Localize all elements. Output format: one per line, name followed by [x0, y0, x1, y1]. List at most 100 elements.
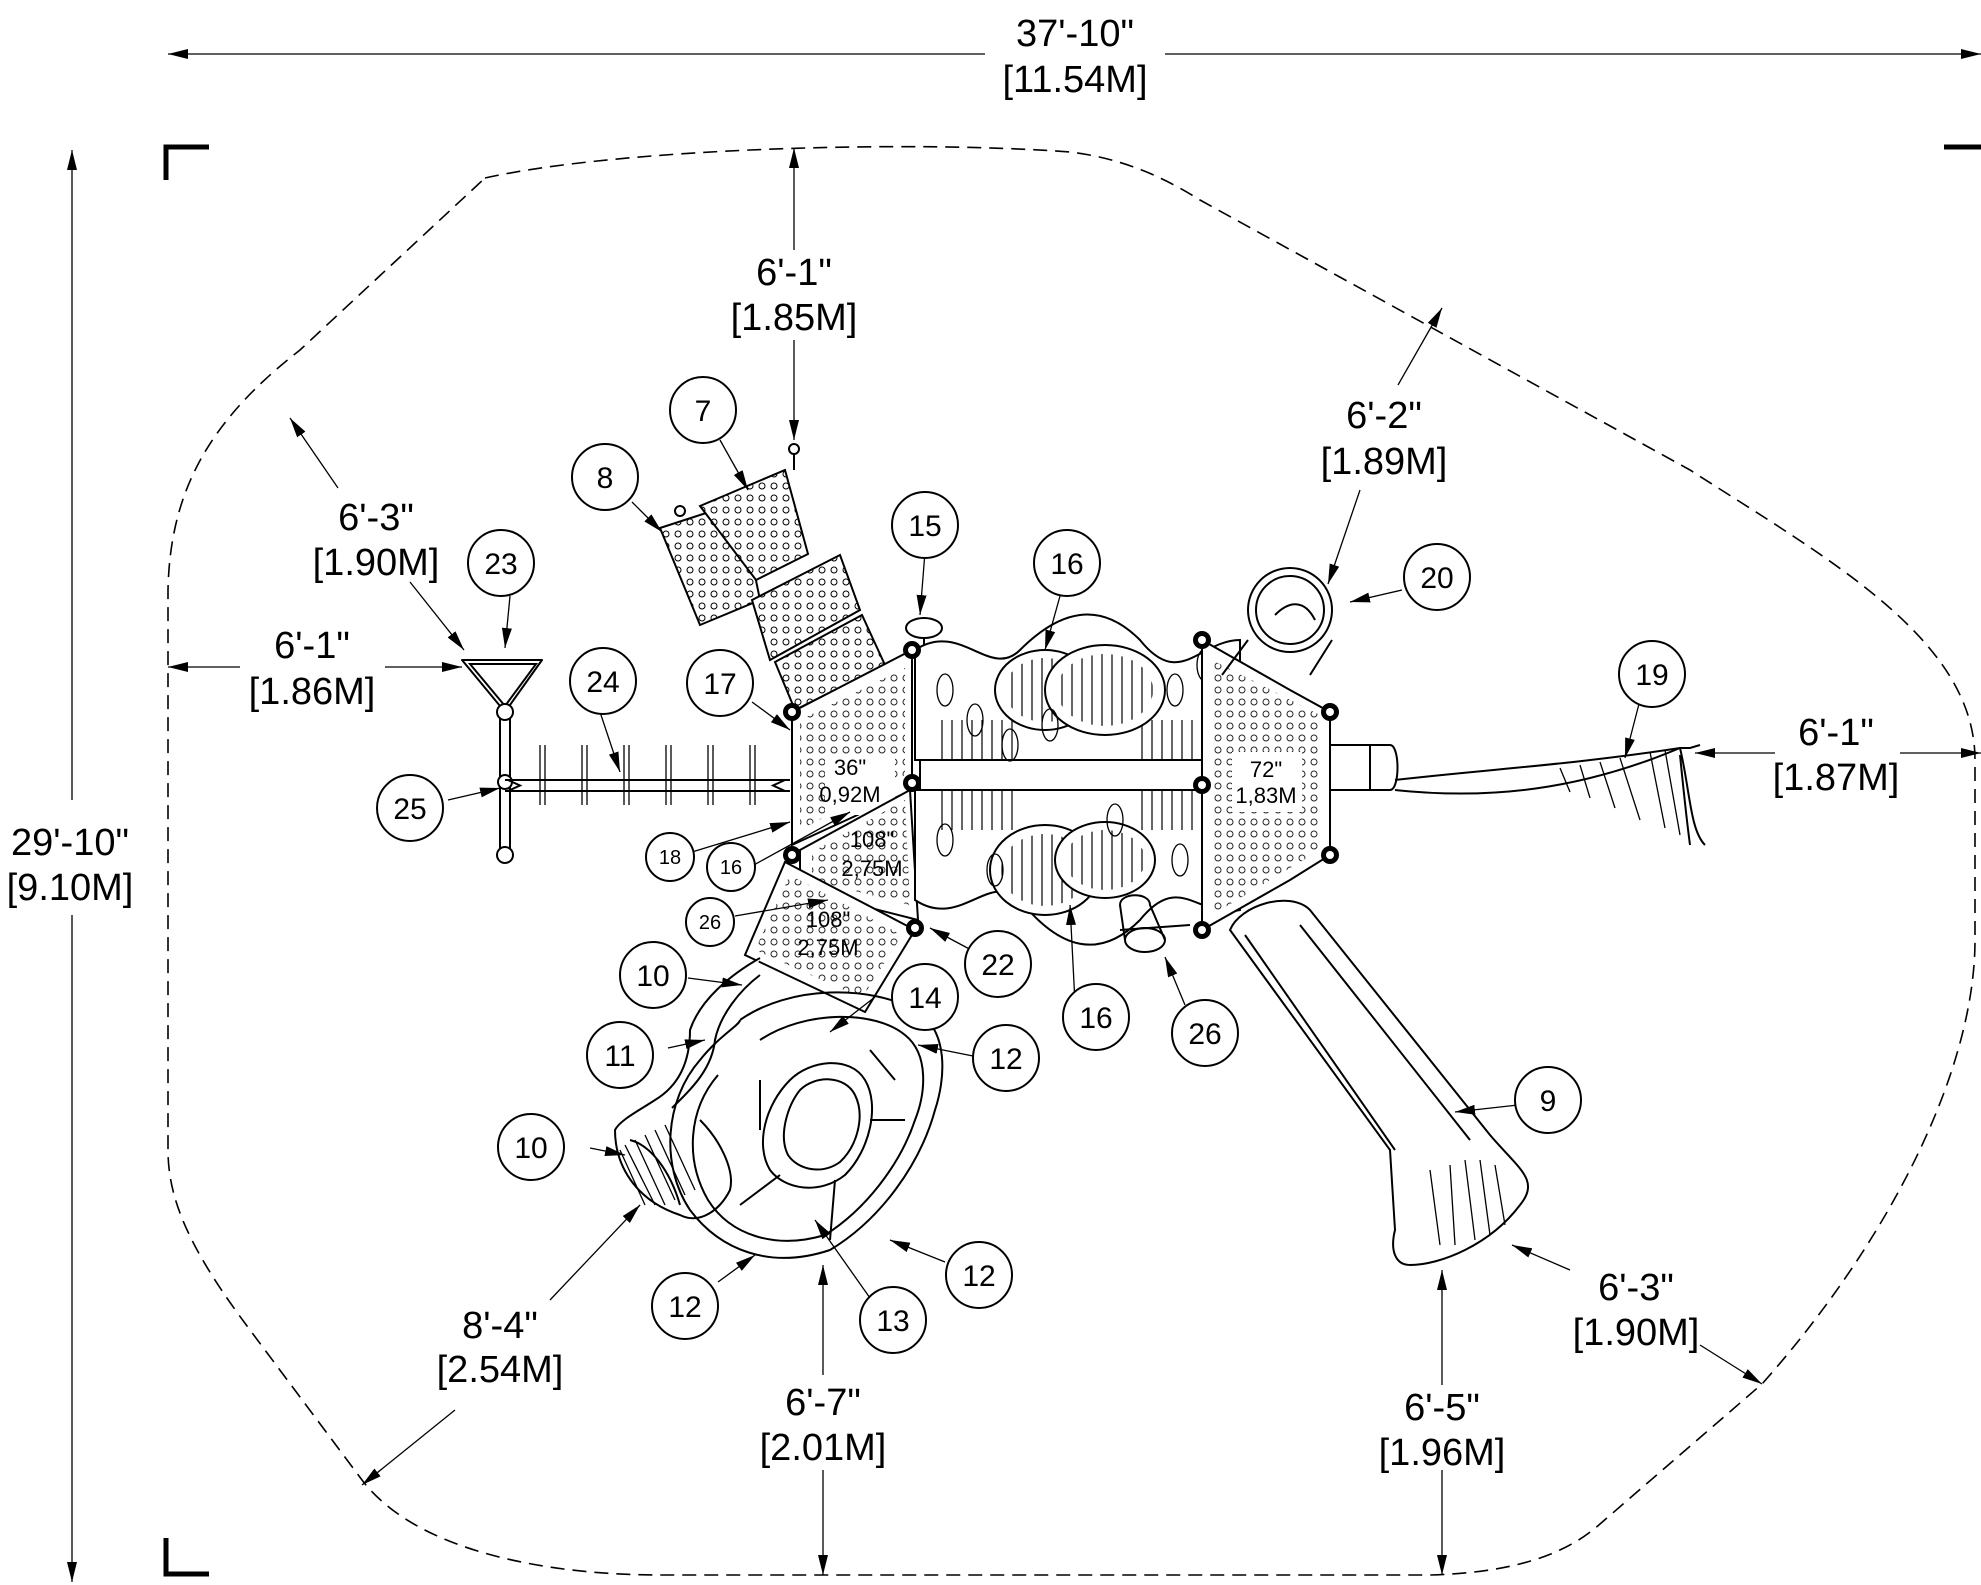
svg-text:13: 13 [876, 1305, 909, 1338]
callout-23: 23 [467, 529, 535, 597]
overall-height-dimension: 29'-10" [9.10M] [7, 150, 134, 1582]
svg-text:17: 17 [703, 668, 736, 701]
bottom-clearance-metric: [2.01M] [760, 1427, 887, 1469]
right-clearance-dimension: 6'-1" [1.87M] [1695, 712, 1981, 799]
tunnel-bridge [914, 613, 1241, 946]
svg-text:14: 14 [908, 982, 941, 1015]
callout-24: 24 [569, 647, 637, 715]
svg-text:10: 10 [514, 1132, 547, 1165]
spiral-slide [613, 957, 944, 1259]
svg-text:26: 26 [1188, 1018, 1221, 1051]
callout-13: 13 [859, 1286, 927, 1354]
lower-left-clearance-metric: [2.54M] [437, 1349, 564, 1391]
deck-108-lower-height-imperial: 108" [806, 907, 851, 932]
svg-text:18: 18 [659, 847, 681, 869]
climbing-panels [658, 443, 887, 712]
callout-12-lower-left: 12 [651, 1272, 719, 1340]
svg-text:23: 23 [484, 548, 517, 581]
callout-11: 11 [586, 1021, 654, 1089]
right-clearance-metric: [1.87M] [1773, 757, 1900, 799]
svg-text:8: 8 [597, 462, 614, 495]
right-clearance-imperial: 6'-1" [1798, 712, 1874, 754]
lower-right-clearance-metric: [1.90M] [1573, 1312, 1700, 1354]
overall-height-metric: [9.10M] [7, 867, 134, 909]
svg-text:15: 15 [908, 510, 941, 543]
callout-18: 18 [645, 832, 695, 882]
callout-8: 8 [571, 443, 639, 511]
horizontal-ladder [505, 745, 790, 805]
callout-16-small: 16 [706, 842, 756, 892]
talk-tube-pod [1118, 894, 1191, 953]
callout-16-bottom: 16 [1062, 983, 1130, 1051]
overall-width-imperial: 37'-10" [1016, 13, 1134, 55]
svg-text:7: 7 [695, 395, 712, 428]
use-zone-boundary [167, 145, 1976, 1576]
deck-36-height-imperial: 36" [834, 755, 866, 780]
overall-height-imperial: 29'-10" [11, 822, 129, 864]
upper-right-clearance-imperial: 6'-2" [1346, 395, 1422, 437]
svg-text:24: 24 [586, 666, 619, 699]
straight-slide [1228, 899, 1530, 1267]
deck-72in: 72" 1,83M [1201, 638, 1331, 932]
upper-right-clearance-metric: [1.89M] [1321, 441, 1448, 483]
lower-left-clearance-imperial: 8'-4" [462, 1305, 538, 1347]
svg-text:19: 19 [1635, 659, 1668, 692]
upper-left-clearance-dimension: 6'-3" [1.90M] [289, 417, 465, 651]
callout-10-lower: 10 [497, 1113, 565, 1181]
callout-12-lower-right: 12 [945, 1241, 1013, 1309]
left-clearance-dimension: 6'-1" [1.86M] [168, 625, 462, 713]
svg-text:20: 20 [1420, 562, 1453, 595]
svg-text:12: 12 [668, 1291, 701, 1324]
svg-text:16: 16 [1050, 548, 1083, 581]
deck-108-upper-height-imperial: 108" [850, 827, 895, 852]
callout-22: 22 [964, 930, 1032, 998]
bottom-right-clearance-dimension: 6'-5" [1.96M] [1379, 1270, 1505, 1575]
svg-text:16: 16 [720, 857, 742, 879]
svg-text:9: 9 [1540, 1085, 1557, 1118]
lower-left-clearance-dimension: 8'-4" [2.54M] [361, 1204, 641, 1486]
callout-14: 14 [891, 963, 959, 1031]
fan-climber [1329, 744, 1706, 846]
left-clearance-metric: [1.86M] [249, 671, 376, 713]
callout-25: 25 [376, 774, 444, 842]
loop-climber [1221, 567, 1333, 676]
top-clearance-dimension: 6'-1" [1.85M] [731, 148, 858, 440]
deck-72-height-metric: 1,83M [1235, 783, 1296, 808]
bottom-right-clearance-imperial: 6'-5" [1404, 1387, 1480, 1429]
callout-17: 17 [686, 649, 754, 717]
callout-20: 20 [1403, 543, 1471, 611]
left-clearance-imperial: 6'-1" [274, 625, 350, 667]
svg-text:22: 22 [981, 949, 1014, 982]
callout-19: 19 [1618, 640, 1686, 708]
bottom-clearance-imperial: 6'-7" [785, 1382, 861, 1424]
callout-26: 26 [1171, 999, 1239, 1067]
svg-text:26: 26 [699, 912, 721, 934]
svg-text:11: 11 [604, 1040, 635, 1073]
callout-7: 7 [669, 376, 737, 444]
callout-15: 15 [891, 491, 959, 559]
deck-36in: 36" 0,92M [791, 648, 913, 847]
deck-36-height-metric: 0,92M [819, 782, 880, 807]
overall-width-dimension: 37'-10" [11.54M] [168, 13, 1981, 101]
deck-108-lower-height-metric: 2,75M [797, 935, 858, 960]
callout-9: 9 [1514, 1066, 1582, 1134]
callouts: 7 8 23 24 25 17 18 16 26 15 16 20 19 22 … [376, 376, 1686, 1354]
upper-left-clearance-imperial: 6'-3" [338, 497, 414, 539]
svg-text:12: 12 [962, 1260, 995, 1293]
callout-26-small: 26 [685, 897, 735, 947]
svg-text:12: 12 [989, 1043, 1022, 1076]
triangle-ring-post [461, 659, 543, 864]
upper-right-clearance-dimension: 6'-2" [1.89M] [1321, 307, 1448, 585]
bottom-clearance-dimension: 6'-7" [2.01M] [760, 1265, 887, 1575]
top-clearance-imperial: 6'-1" [756, 252, 832, 294]
top-clearance-metric: [1.85M] [731, 297, 858, 339]
deck-72-height-imperial: 72" [1250, 757, 1282, 782]
svg-text:16: 16 [1079, 1002, 1112, 1035]
frame-corners [163, 144, 1981, 1577]
overall-width-metric: [11.54M] [1002, 59, 1147, 101]
lower-right-clearance-imperial: 6'-3" [1598, 1267, 1674, 1309]
lower-right-clearance-dimension: 6'-3" [1.90M] [1511, 1244, 1763, 1385]
upper-left-clearance-metric: [1.90M] [313, 542, 440, 584]
callout-16-top: 16 [1033, 529, 1101, 597]
